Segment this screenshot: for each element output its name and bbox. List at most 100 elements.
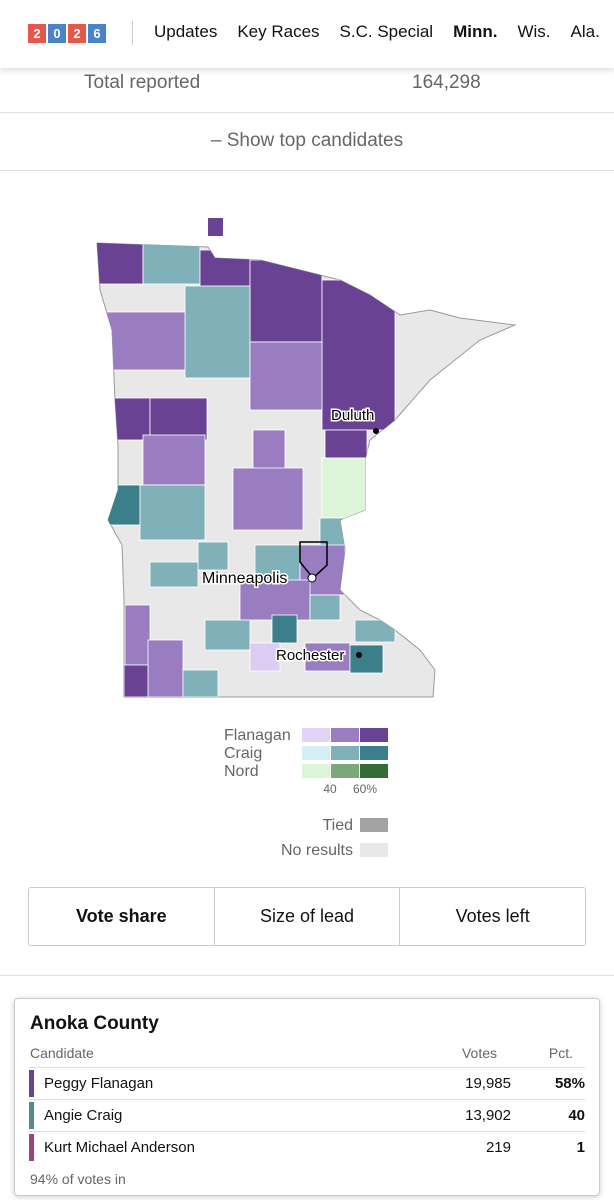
county: [123, 664, 149, 697]
city-label: Rochester: [276, 647, 344, 664]
county: [354, 619, 396, 643]
legend: Flanagan Craig Nord 40 60% Tied No resul…: [224, 727, 388, 859]
column-header: Pct.: [548, 1045, 573, 1061]
nav-item[interactable]: Wis.: [517, 22, 551, 41]
county: [249, 642, 281, 672]
column-header: Candidate: [30, 1045, 94, 1061]
candidate-color: [29, 1134, 34, 1161]
legend-swatch: [302, 746, 330, 760]
legend-label: Tied: [322, 817, 353, 834]
candidate-name: Kurt Michael Anderson: [44, 1139, 195, 1156]
candidate-votes: 19,985: [465, 1075, 511, 1092]
candidate-votes: 219: [485, 1139, 511, 1156]
view-button[interactable]: Votes left: [399, 888, 585, 945]
legend-label: No results: [281, 842, 353, 859]
candidate-votes: 13,902: [465, 1107, 511, 1124]
logo[interactable]: 2 0 2 6: [28, 24, 106, 43]
show-toggle[interactable]: – Show top candidates: [0, 112, 614, 171]
city-dot: [307, 573, 317, 583]
county: [254, 544, 301, 586]
city-label: Minneapolis: [202, 570, 287, 587]
county: [147, 639, 184, 697]
separator: [132, 21, 133, 45]
candidate-name: Angie Craig: [44, 1107, 123, 1124]
county: [99, 311, 186, 371]
county: [184, 285, 251, 379]
county: [319, 517, 349, 549]
legend-scale: 60%: [353, 782, 377, 796]
candidate-name: Peggy Flanagan: [44, 1075, 154, 1092]
city-dot: [356, 652, 362, 658]
legend-swatch: [360, 728, 388, 742]
nav-item[interactable]: Key Races: [237, 22, 320, 41]
county: [124, 604, 151, 666]
city-dot: [373, 428, 379, 434]
nav-item[interactable]: S.C. Special: [339, 22, 434, 41]
candidate-color: [29, 1070, 34, 1097]
legend-swatch: [360, 818, 388, 832]
legend-swatch: [360, 746, 388, 760]
total-row: Total reported 164,298: [0, 68, 614, 113]
legend-label: Craig: [224, 745, 262, 762]
county: [149, 561, 199, 588]
map: Duluth Minneapolis Rochester Flanagan Cr…: [96, 218, 517, 859]
logo-digit: 2: [28, 24, 46, 43]
nav-item[interactable]: Ala.: [570, 22, 600, 41]
legend-scale: 40: [323, 782, 337, 796]
county: [182, 669, 219, 697]
view-button[interactable]: Size of lead: [213, 888, 400, 945]
nav-item[interactable]: Updates: [154, 22, 218, 41]
total-value: 164,298: [412, 72, 481, 93]
legend-swatch: [331, 746, 359, 760]
county: [197, 541, 229, 571]
candidate-pct: 1: [576, 1139, 585, 1156]
county: [271, 614, 298, 644]
legend-swatch: [331, 728, 359, 742]
legend-label: Flanagan: [224, 727, 291, 744]
county: [304, 642, 351, 672]
island: [208, 218, 223, 236]
candidate-row: Angie Craig 13,902 40: [29, 1099, 585, 1131]
county: [99, 397, 151, 441]
card-title: Anoka County: [30, 1013, 159, 1034]
county: [99, 484, 141, 526]
candidate-pct: 58%: [554, 1075, 585, 1092]
legend-swatch: [360, 764, 388, 778]
county: [149, 397, 208, 441]
county: [142, 243, 201, 285]
county: [232, 467, 304, 531]
nav-item[interactable]: Minn.: [453, 22, 498, 41]
legend-swatch: [331, 764, 359, 778]
county: [142, 434, 206, 486]
candidate-color: [29, 1102, 34, 1129]
nav-items: Updates Key Races S.C. Special Minn. Wis…: [154, 22, 600, 42]
legend-swatch: [302, 764, 330, 778]
footnote: 94% of votes in: [30, 1171, 126, 1187]
logo-digit: 2: [68, 24, 86, 43]
county: [97, 243, 144, 285]
county: [139, 484, 206, 541]
legend-swatch: [360, 843, 388, 857]
county: [309, 594, 341, 621]
county: [349, 644, 384, 674]
county: [321, 457, 368, 519]
column-header: Votes: [461, 1045, 497, 1061]
county-card: Anoka County Candidate Votes Pct. Peggy …: [14, 998, 600, 1196]
candidate-row: Peggy Flanagan 19,985 58%: [29, 1067, 585, 1099]
view-buttons: Vote share Size of lead Votes left: [28, 887, 586, 946]
selected-county[interactable]: [299, 541, 328, 580]
legend-label: Nord: [224, 763, 259, 780]
city-label: Duluth: [331, 407, 374, 424]
legend-swatch: [302, 728, 330, 742]
divider: [0, 975, 614, 976]
logo-digit: 0: [48, 24, 66, 43]
candidate-row: Kurt Michael Anderson 219 1: [29, 1131, 585, 1163]
view-button[interactable]: Vote share: [75, 906, 167, 926]
total-label: Total reported: [84, 72, 201, 93]
candidate-pct: 40: [568, 1107, 585, 1124]
logo-digit: 6: [88, 24, 106, 43]
county: [204, 619, 251, 651]
county: [324, 429, 368, 459]
